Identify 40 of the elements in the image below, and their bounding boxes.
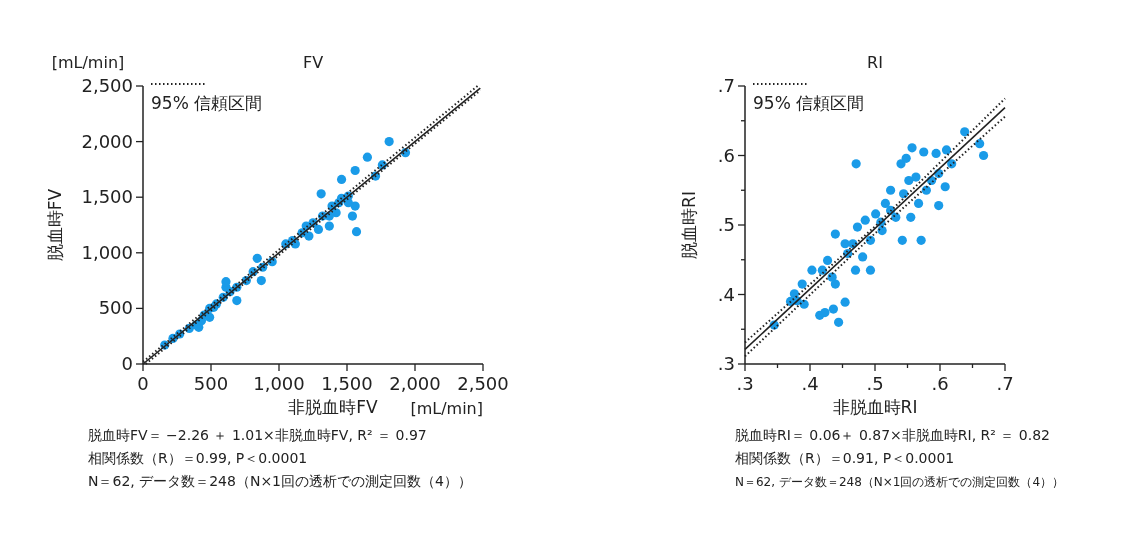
y-tick-label: 1,500 [81, 186, 133, 208]
text: 脱血時FV＝ −2.26 ＋ 1.01×非脱血時FV, R² ＝ 0.97 [88, 427, 427, 443]
text: 相関係数（R）＝0.91, P＜0.0001 [735, 450, 955, 466]
text: 相関係数（R）＝0.99, P＜0.0001 [88, 450, 308, 466]
chart-title: FV [302, 53, 324, 72]
x-tick-label: 0 [137, 373, 149, 394]
text: [mL/min] [410, 399, 483, 418]
y-tick-label: .7 [717, 75, 735, 96]
x-tick-label: .3 [736, 373, 754, 394]
text: N＝62, データ数＝248（N×1回の透析での測定回数（4）） [735, 475, 1065, 489]
y-tick-label: 500 [98, 297, 133, 319]
x-tick-label: 2,000 [389, 373, 441, 394]
x-axis-title: 非脱血時RI [832, 397, 918, 417]
legend: 95% 信頼区間 [752, 83, 865, 113]
legend-label: 95% 信頼区間 [151, 93, 263, 113]
y-axis-title: 脱血時RI [679, 191, 699, 259]
y-tick-label: 0 [121, 353, 133, 374]
x-tick-label: .7 [996, 373, 1014, 394]
y-tick-label: .6 [717, 144, 735, 166]
x-tick-label: .5 [866, 373, 884, 394]
text: [mL/min] [51, 53, 125, 72]
y-tick-label: 2,500 [81, 75, 133, 96]
legend-label: 95% 信頼区間 [753, 93, 865, 113]
x-tick-label: 1,500 [321, 373, 373, 394]
y-tick-label: 1,000 [81, 241, 133, 263]
chart-title: RI [867, 53, 883, 72]
legend: 95% 信頼区間 [150, 83, 263, 113]
y-tick-label: .5 [717, 214, 735, 235]
y-tick-label: .3 [717, 353, 735, 374]
x-tick-label: .4 [801, 373, 819, 394]
x-tick-label: 2,500 [457, 373, 509, 394]
text: 脱血時RI＝ 0.06＋ 0.87×非脱血時RI, R² ＝ 0.82 [735, 427, 1050, 443]
x-tick-label: .6 [931, 373, 949, 394]
x-axis-title: 非脱血時FV [288, 397, 379, 417]
y-tick-label: .4 [717, 283, 735, 305]
y-tick-label: 2,000 [81, 130, 133, 152]
x-tick-label: 1,000 [253, 373, 305, 394]
text: N＝62, データ数＝248（N×1回の透析での測定回数（4）） [88, 473, 472, 489]
x-tick-label: 500 [193, 373, 229, 394]
y-axis-title: 脱血時FV [45, 188, 65, 262]
